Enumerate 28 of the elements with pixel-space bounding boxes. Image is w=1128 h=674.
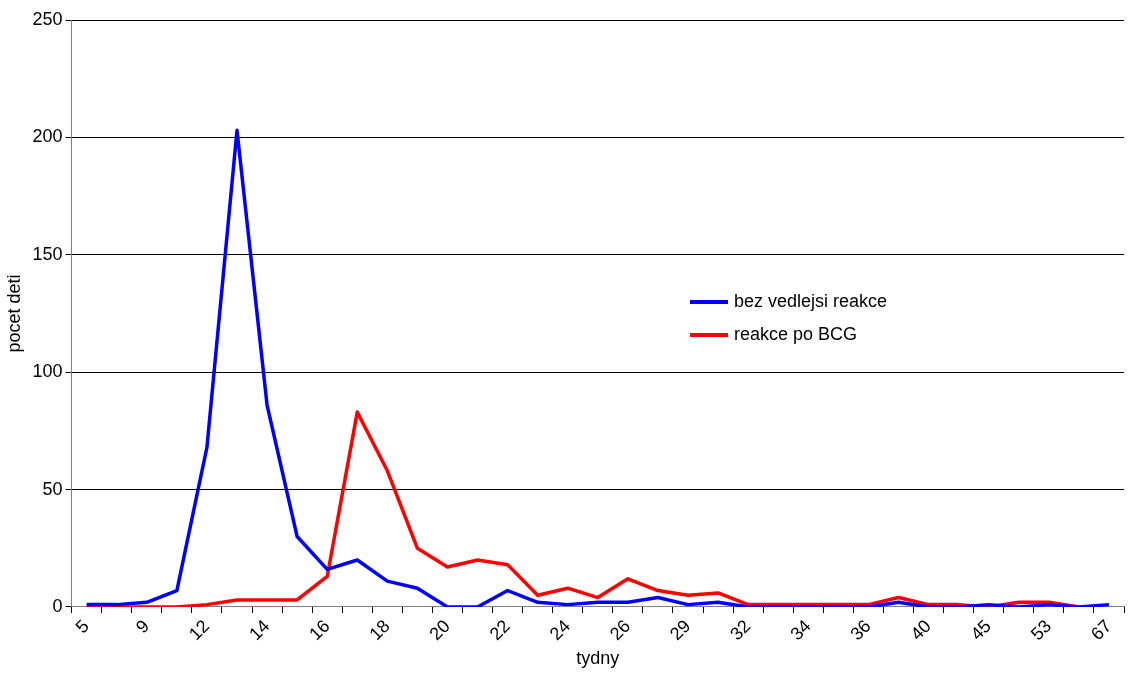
x-tick-label: 12	[184, 615, 214, 645]
y-axis-title: pocet deti	[3, 274, 24, 353]
y-tick-label: 50	[42, 478, 63, 499]
x-tick-label: 20	[425, 615, 454, 645]
x-tick-label: 26	[605, 615, 635, 645]
y-tick-label: 0	[52, 595, 63, 616]
x-tick-label: 18	[365, 615, 394, 645]
x-tick-label: 34	[786, 615, 815, 645]
legend-label: reakce po BCG	[734, 323, 858, 346]
x-tick-label: 32	[726, 615, 755, 645]
x-tick-label: 16	[305, 615, 334, 645]
x-tick-label: 67	[1087, 615, 1116, 645]
x-axis-title: tydny	[576, 648, 620, 669]
x-tick-label: 14	[245, 615, 274, 645]
y-tick-label: 200	[32, 126, 63, 147]
y-tick-label: 150	[32, 243, 63, 264]
x-tick-label: 9	[131, 615, 154, 638]
x-tick-label: 22	[485, 615, 514, 645]
x-tick-label: 45	[966, 615, 996, 645]
x-tick-label: 24	[545, 615, 575, 645]
x-tick-label: 40	[906, 615, 935, 645]
y-tick-label: 100	[32, 361, 63, 382]
x-tick-label: 53	[1026, 615, 1056, 645]
x-tick-label: 36	[846, 615, 875, 645]
x-tick-label: 5	[71, 615, 94, 638]
legend-label: bez vedlejsi reakce	[734, 290, 888, 313]
x-tick-label: 29	[666, 615, 695, 645]
y-tick-label: 250	[32, 8, 63, 29]
